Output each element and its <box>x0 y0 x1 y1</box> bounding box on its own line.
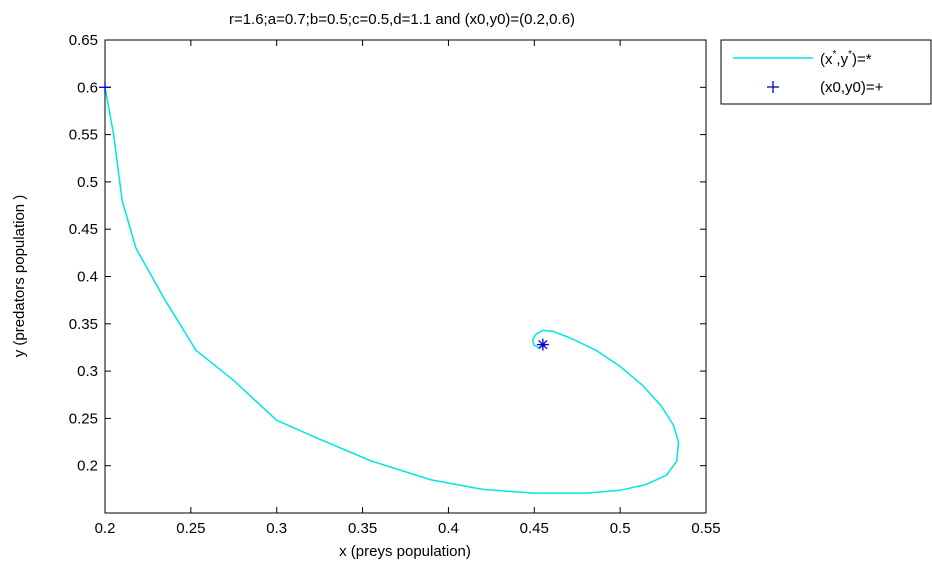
x-axis-ticks: 0.2 0.25 0.3 0.35 0.4 0.45 0.5 0.55 <box>95 40 721 537</box>
marker-layer <box>99 81 549 351</box>
y-tick-label: 0.25 <box>69 410 98 427</box>
y-tick-label: 0.65 <box>69 32 98 49</box>
legend-entry-1-sup2: * <box>848 49 852 60</box>
series-layer <box>104 87 680 494</box>
trajectory-line-0 <box>104 87 680 494</box>
y-tick-label: 0.5 <box>77 174 98 191</box>
x-axis-label: x (preys population) <box>339 543 471 560</box>
y-tick-label: 0.55 <box>69 127 98 144</box>
legend-plus-marker <box>767 81 779 93</box>
initial-point-marker <box>99 81 111 94</box>
x-tick-label: 0.55 <box>691 520 720 537</box>
legend-entry-1-base: (x <box>820 51 833 68</box>
legend-entry-2: (x0,y0)=+ <box>820 79 884 96</box>
legend-entry-1-sup1: * <box>833 49 837 60</box>
legend-box <box>720 39 932 105</box>
y-axis-label: y (predators population ) <box>11 195 28 358</box>
y-axis-ticks: 0.2 0.25 0.3 0.35 0.4 0.45 0.5 0.55 0.6 0.65 <box>69 32 706 475</box>
y-tick-label: 0.6 <box>77 79 98 96</box>
equilibrium-point-marker <box>536 338 549 351</box>
x-tick-label: 0.5 <box>610 520 631 537</box>
x-tick-label: 0.45 <box>520 520 549 537</box>
x-tick-label: 0.25 <box>176 520 205 537</box>
y-tick-label: 0.3 <box>77 363 98 380</box>
plot-title: r=1.6;a=0.7;b=0.5;c=0.5,d=1.1 and (x0,y0… <box>229 11 575 28</box>
x-tick-label: 0.35 <box>348 520 377 537</box>
x-tick-label: 0.3 <box>266 520 287 537</box>
legend-entry-1-end: )=* <box>852 51 872 68</box>
y-tick-label: 0.2 <box>77 458 98 475</box>
y-tick-label: 0.4 <box>77 269 98 286</box>
y-tick-label: 0.35 <box>69 316 98 333</box>
x-tick-label: 0.4 <box>438 520 459 537</box>
legend-entry-1-mid: ,y <box>836 51 848 68</box>
equilibrium-point-stroke-d2 <box>538 339 548 350</box>
x-tick-label: 0.2 <box>95 520 116 537</box>
plot-area <box>104 39 707 514</box>
legend: (x*,y*)=* (x0,y0)=+ <box>720 39 932 105</box>
legend-entry-1: (x*,y*)=* <box>820 49 872 68</box>
y-tick-label: 0.45 <box>69 221 98 238</box>
